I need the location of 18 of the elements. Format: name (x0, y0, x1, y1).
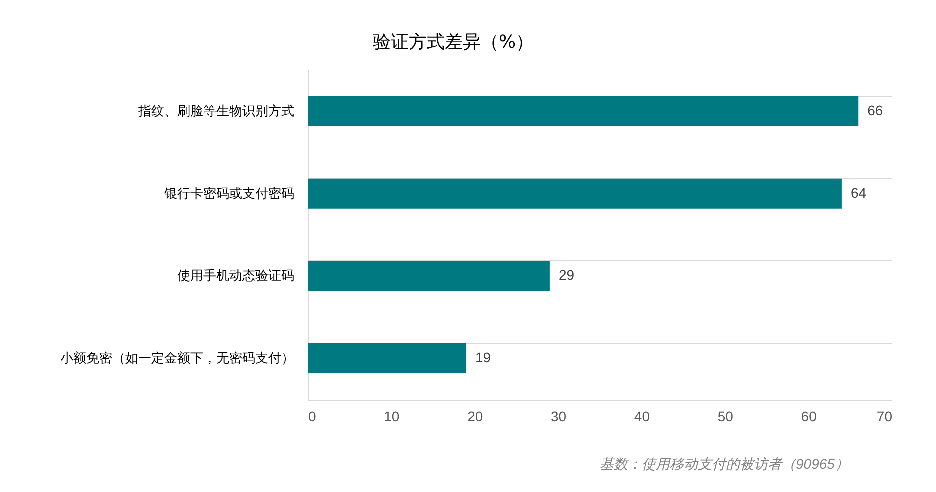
data-label: 19 (476, 349, 492, 366)
x-tick-label: 20 (468, 408, 484, 424)
chart-title: 验证方式差异（%） (373, 32, 534, 53)
data-label: 64 (850, 184, 867, 201)
text: 基数：使用移动支付的被访者（90965） (600, 456, 849, 474)
x-tick-label: 30 (550, 408, 567, 424)
x-tick-label: 50 (718, 408, 734, 424)
x-tick-label: 0 (308, 408, 316, 424)
x-tick-label: 10 (384, 408, 400, 424)
y-tick-label: 使用手机动态验证码 (178, 269, 294, 284)
x-tick-label: 60 (801, 408, 818, 424)
y-tick-label: 小额免密（如一定金额下，无密码支付） (60, 351, 294, 366)
data-label: 66 (868, 102, 884, 119)
x-tick-label: 70 (876, 408, 893, 424)
x-tick-label: 40 (634, 408, 650, 424)
y-tick-label: 银行卡密码或支付密码 (164, 186, 294, 202)
y-tick-label: 指纹、刷脸等生物识别方式 (138, 104, 294, 120)
data-label: 29 (558, 267, 575, 284)
